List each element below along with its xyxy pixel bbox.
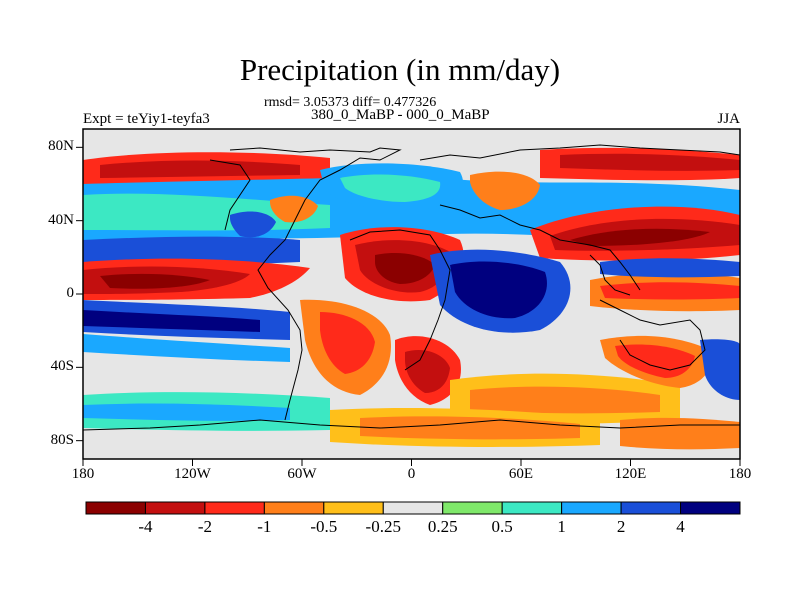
colorbar-swatch [680, 501, 741, 515]
x-tick-label: 0 [407, 466, 416, 482]
colorbar-swatch [144, 501, 206, 515]
colorbar-swatch [561, 501, 622, 515]
colorbar-swatch [85, 501, 146, 515]
stats-line: rmsd= 3.05373 diff= 0.477326 [264, 95, 437, 110]
colorbar-swatch [263, 501, 325, 515]
x-tick-label: 60W [287, 466, 317, 482]
y-tick-label: 40S [50, 358, 74, 375]
y-tick-label: 0 [66, 285, 75, 301]
y-tick-marks [76, 146, 83, 442]
colorbar-label: -4 [138, 517, 153, 536]
x-tick-label: 120W [174, 466, 211, 482]
y-tick-label: 40N [48, 211, 74, 228]
colorbar-label: 2 [616, 517, 626, 536]
colorbar-swatch [442, 501, 503, 515]
colorbar-swatch [204, 501, 265, 515]
colorbar-label: 4 [676, 517, 685, 536]
colorbar-label: -0.25 [365, 517, 401, 536]
x-tick-label: 60E [508, 466, 534, 482]
x-tick-label: 180 [728, 466, 752, 482]
experiment-label: Expt = teYiy1-teyfa3 [83, 111, 210, 127]
colorbar-label: -2 [197, 517, 212, 536]
y-tick-label: 80N [48, 138, 74, 155]
colorbar-label: -0.5 [310, 517, 338, 536]
colorbar-label: 0.5 [491, 517, 513, 536]
subtitle: 380_0_MaBP - 000_0_MaBP [311, 107, 490, 123]
season-label: JJA [717, 111, 740, 127]
colorbar-label: -1 [257, 517, 272, 536]
plot-title: Precipitation (in mm/day) [239, 52, 561, 87]
precip-field [83, 129, 740, 459]
colorbar [85, 501, 741, 515]
x-tick-label: 120E [614, 466, 647, 482]
colorbar-swatch [382, 501, 444, 515]
colorbar-swatch [620, 501, 682, 515]
colorbar-swatch [501, 501, 563, 515]
colorbar-swatch [323, 501, 384, 515]
continent-outlines [83, 144, 740, 431]
x-tick-marks [82, 459, 741, 466]
y-tick-label: 80S [50, 431, 74, 448]
colorbar-label: 0.25 [427, 517, 458, 536]
colorbar-label: 1 [557, 517, 566, 536]
x-tick-label: 180 [71, 466, 95, 482]
